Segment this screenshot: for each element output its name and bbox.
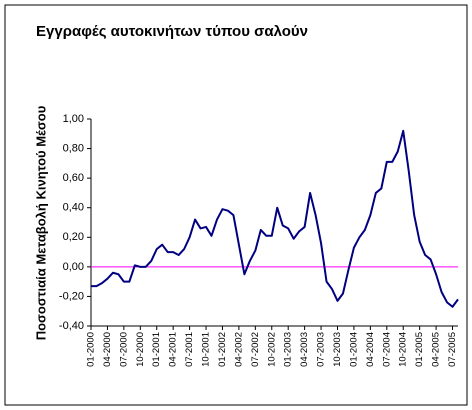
chart-frame [4,4,468,406]
y-tick-label: 1,00 [63,113,84,125]
x-tick-label: 07-2000 [118,332,129,367]
y-tick-label: -0,40 [59,320,84,332]
y-tick-label: 0,40 [63,202,84,214]
y-tick-label: 0,60 [63,172,84,184]
x-tick-label: 01-2001 [151,332,162,367]
x-tick-label: 04-2005 [431,332,442,367]
x-tick-label: 04-2002 [233,332,244,367]
x-tick-label: 01-2002 [217,332,228,367]
x-tick-label: 04-2003 [299,332,310,367]
x-tick-label: 04-2004 [365,332,376,367]
x-tick-label: 10-2001 [201,332,212,367]
y-tick-label: -0,20 [59,290,84,302]
x-tick-label: 01-2000 [86,332,97,367]
y-tick-label: 0,00 [63,261,84,273]
y-tick-label: 0,80 [63,142,84,154]
x-tick-label: 10-2002 [266,332,277,367]
x-tick-label: 04-2000 [102,332,113,367]
x-tick-label: 07-2005 [447,332,458,367]
x-tick-label: 10-2003 [332,332,343,367]
x-tick-label: 10-2000 [135,332,146,367]
data-line [91,129,459,308]
x-tick-label: 04-2001 [168,332,179,367]
x-tick-label: 01-2004 [348,332,359,367]
y-axis-label: Ποσοστιαία Μεταβολή Κινητού Μέσου [33,105,48,340]
x-tick-label: 01-2005 [414,332,425,367]
x-tick-label: 07-2004 [381,332,392,367]
x-tick-label: 07-2001 [184,332,195,367]
x-tick-label: 01-2003 [283,332,294,367]
chart-title: Εγγραφές αυτοκινήτων τύπου σαλούν [36,23,308,40]
x-tick-label: 10-2004 [398,332,409,367]
y-tick-label: 0,20 [63,231,84,243]
x-tick-label: 07-2002 [250,332,261,367]
x-tick-label: 07-2003 [316,332,327,367]
